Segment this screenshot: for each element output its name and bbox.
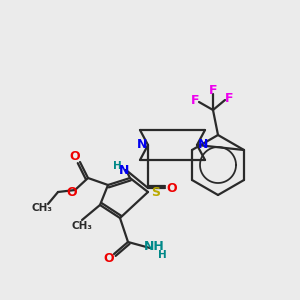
- Text: N: N: [119, 164, 129, 176]
- Text: H: H: [112, 161, 122, 171]
- Text: S: S: [152, 185, 160, 199]
- Text: N: N: [137, 139, 147, 152]
- Text: CH₃: CH₃: [71, 221, 92, 231]
- Text: F: F: [191, 94, 199, 106]
- Text: O: O: [67, 185, 77, 199]
- Text: NH: NH: [144, 239, 164, 253]
- Text: CH₃: CH₃: [32, 203, 52, 213]
- Text: H: H: [158, 250, 166, 260]
- Text: O: O: [104, 253, 114, 266]
- Text: N: N: [198, 139, 208, 152]
- Text: O: O: [167, 182, 177, 194]
- Text: F: F: [225, 92, 233, 104]
- Text: O: O: [70, 151, 80, 164]
- Text: F: F: [209, 83, 217, 97]
